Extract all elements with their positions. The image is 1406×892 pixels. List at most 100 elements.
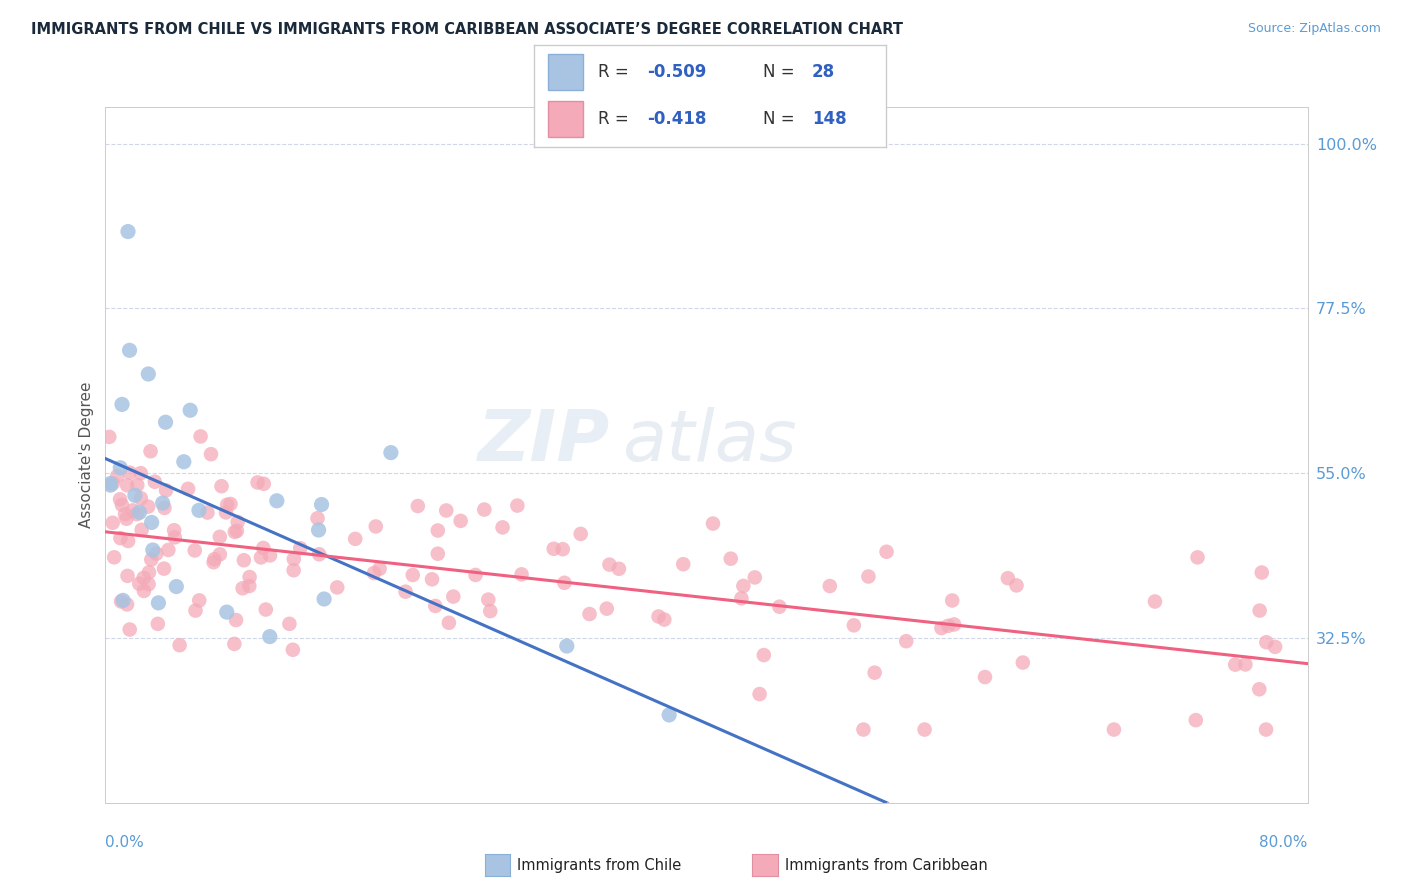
Point [555, 639, 578, 653]
Point [1234, 657, 1257, 672]
Point [1256, 635, 1278, 649]
Point [226, 524, 249, 538]
Point [111, 397, 134, 411]
Point [477, 592, 499, 607]
Point [132, 571, 155, 585]
Point [142, 543, 165, 558]
Point [1102, 723, 1125, 737]
Point [155, 415, 177, 429]
Point [232, 581, 254, 595]
Point [406, 499, 429, 513]
Point [818, 579, 841, 593]
Point [225, 613, 247, 627]
Point [441, 590, 464, 604]
Point [208, 547, 231, 561]
Point [105, 469, 128, 483]
Point [368, 562, 391, 576]
Point [239, 570, 262, 584]
Text: 28: 28 [813, 62, 835, 81]
Point [118, 343, 141, 358]
Point [204, 552, 226, 566]
Point [173, 455, 195, 469]
Point [308, 547, 330, 561]
Point [506, 499, 529, 513]
Point [569, 527, 592, 541]
Point [744, 570, 766, 584]
Point [129, 466, 152, 480]
Point [155, 483, 177, 498]
Point [259, 630, 281, 644]
Point [188, 503, 211, 517]
Point [208, 530, 231, 544]
Point [425, 599, 447, 613]
Point [596, 601, 619, 615]
Point [224, 524, 246, 539]
Point [226, 515, 249, 529]
Point [101, 516, 124, 530]
Point [250, 550, 273, 565]
Point [543, 541, 565, 556]
Point [100, 478, 122, 492]
Point [141, 516, 163, 530]
Point [402, 568, 425, 582]
Point [141, 552, 163, 566]
Text: 80.0%: 80.0% [1260, 836, 1308, 850]
Point [344, 532, 367, 546]
Point [118, 466, 141, 480]
Point [730, 591, 752, 606]
Point [100, 476, 122, 491]
Point [283, 563, 305, 577]
Point [127, 478, 149, 492]
Point [254, 602, 277, 616]
Point [179, 403, 201, 417]
Point [1184, 713, 1206, 727]
Point [146, 616, 169, 631]
Point [157, 543, 180, 558]
Point [259, 549, 281, 563]
Point [252, 541, 274, 555]
Point [266, 493, 288, 508]
Point [308, 523, 330, 537]
Point [148, 596, 170, 610]
Point [652, 613, 675, 627]
Point [165, 580, 187, 594]
Point [598, 558, 620, 572]
Point [131, 523, 153, 537]
Point [110, 531, 132, 545]
Point [914, 723, 936, 737]
Point [98, 430, 121, 444]
Point [121, 503, 143, 517]
Point [1187, 550, 1209, 565]
Y-axis label: Associate's Degree: Associate's Degree [79, 382, 94, 528]
Point [896, 634, 918, 648]
Text: 0.0%: 0.0% [105, 836, 145, 850]
Point [111, 593, 134, 607]
Point [114, 507, 136, 521]
Text: Source: ZipAtlas.com: Source: ZipAtlas.com [1247, 22, 1381, 36]
Point [607, 562, 630, 576]
Point [281, 642, 304, 657]
Point [450, 514, 472, 528]
Point [658, 707, 681, 722]
Point [283, 552, 305, 566]
Point [858, 569, 880, 583]
Point [551, 542, 574, 557]
Point [326, 581, 349, 595]
Point [1249, 682, 1271, 697]
Point [394, 584, 416, 599]
Point [1254, 723, 1277, 737]
Point [118, 623, 141, 637]
Point [278, 616, 301, 631]
Point [1250, 566, 1272, 580]
Point [420, 572, 443, 586]
Bar [548, 101, 583, 137]
Point [510, 567, 533, 582]
Point [143, 475, 166, 489]
Point [110, 460, 132, 475]
Point [124, 488, 146, 502]
Point [491, 520, 513, 534]
Point [111, 498, 134, 512]
Text: N =: N = [762, 62, 800, 81]
Point [702, 516, 724, 531]
Text: IMMIGRANTS FROM CHILE VS IMMIGRANTS FROM CARIBBEAN ASSOCIATE’S DEGREE CORRELATIO: IMMIGRANTS FROM CHILE VS IMMIGRANTS FROM… [31, 22, 903, 37]
